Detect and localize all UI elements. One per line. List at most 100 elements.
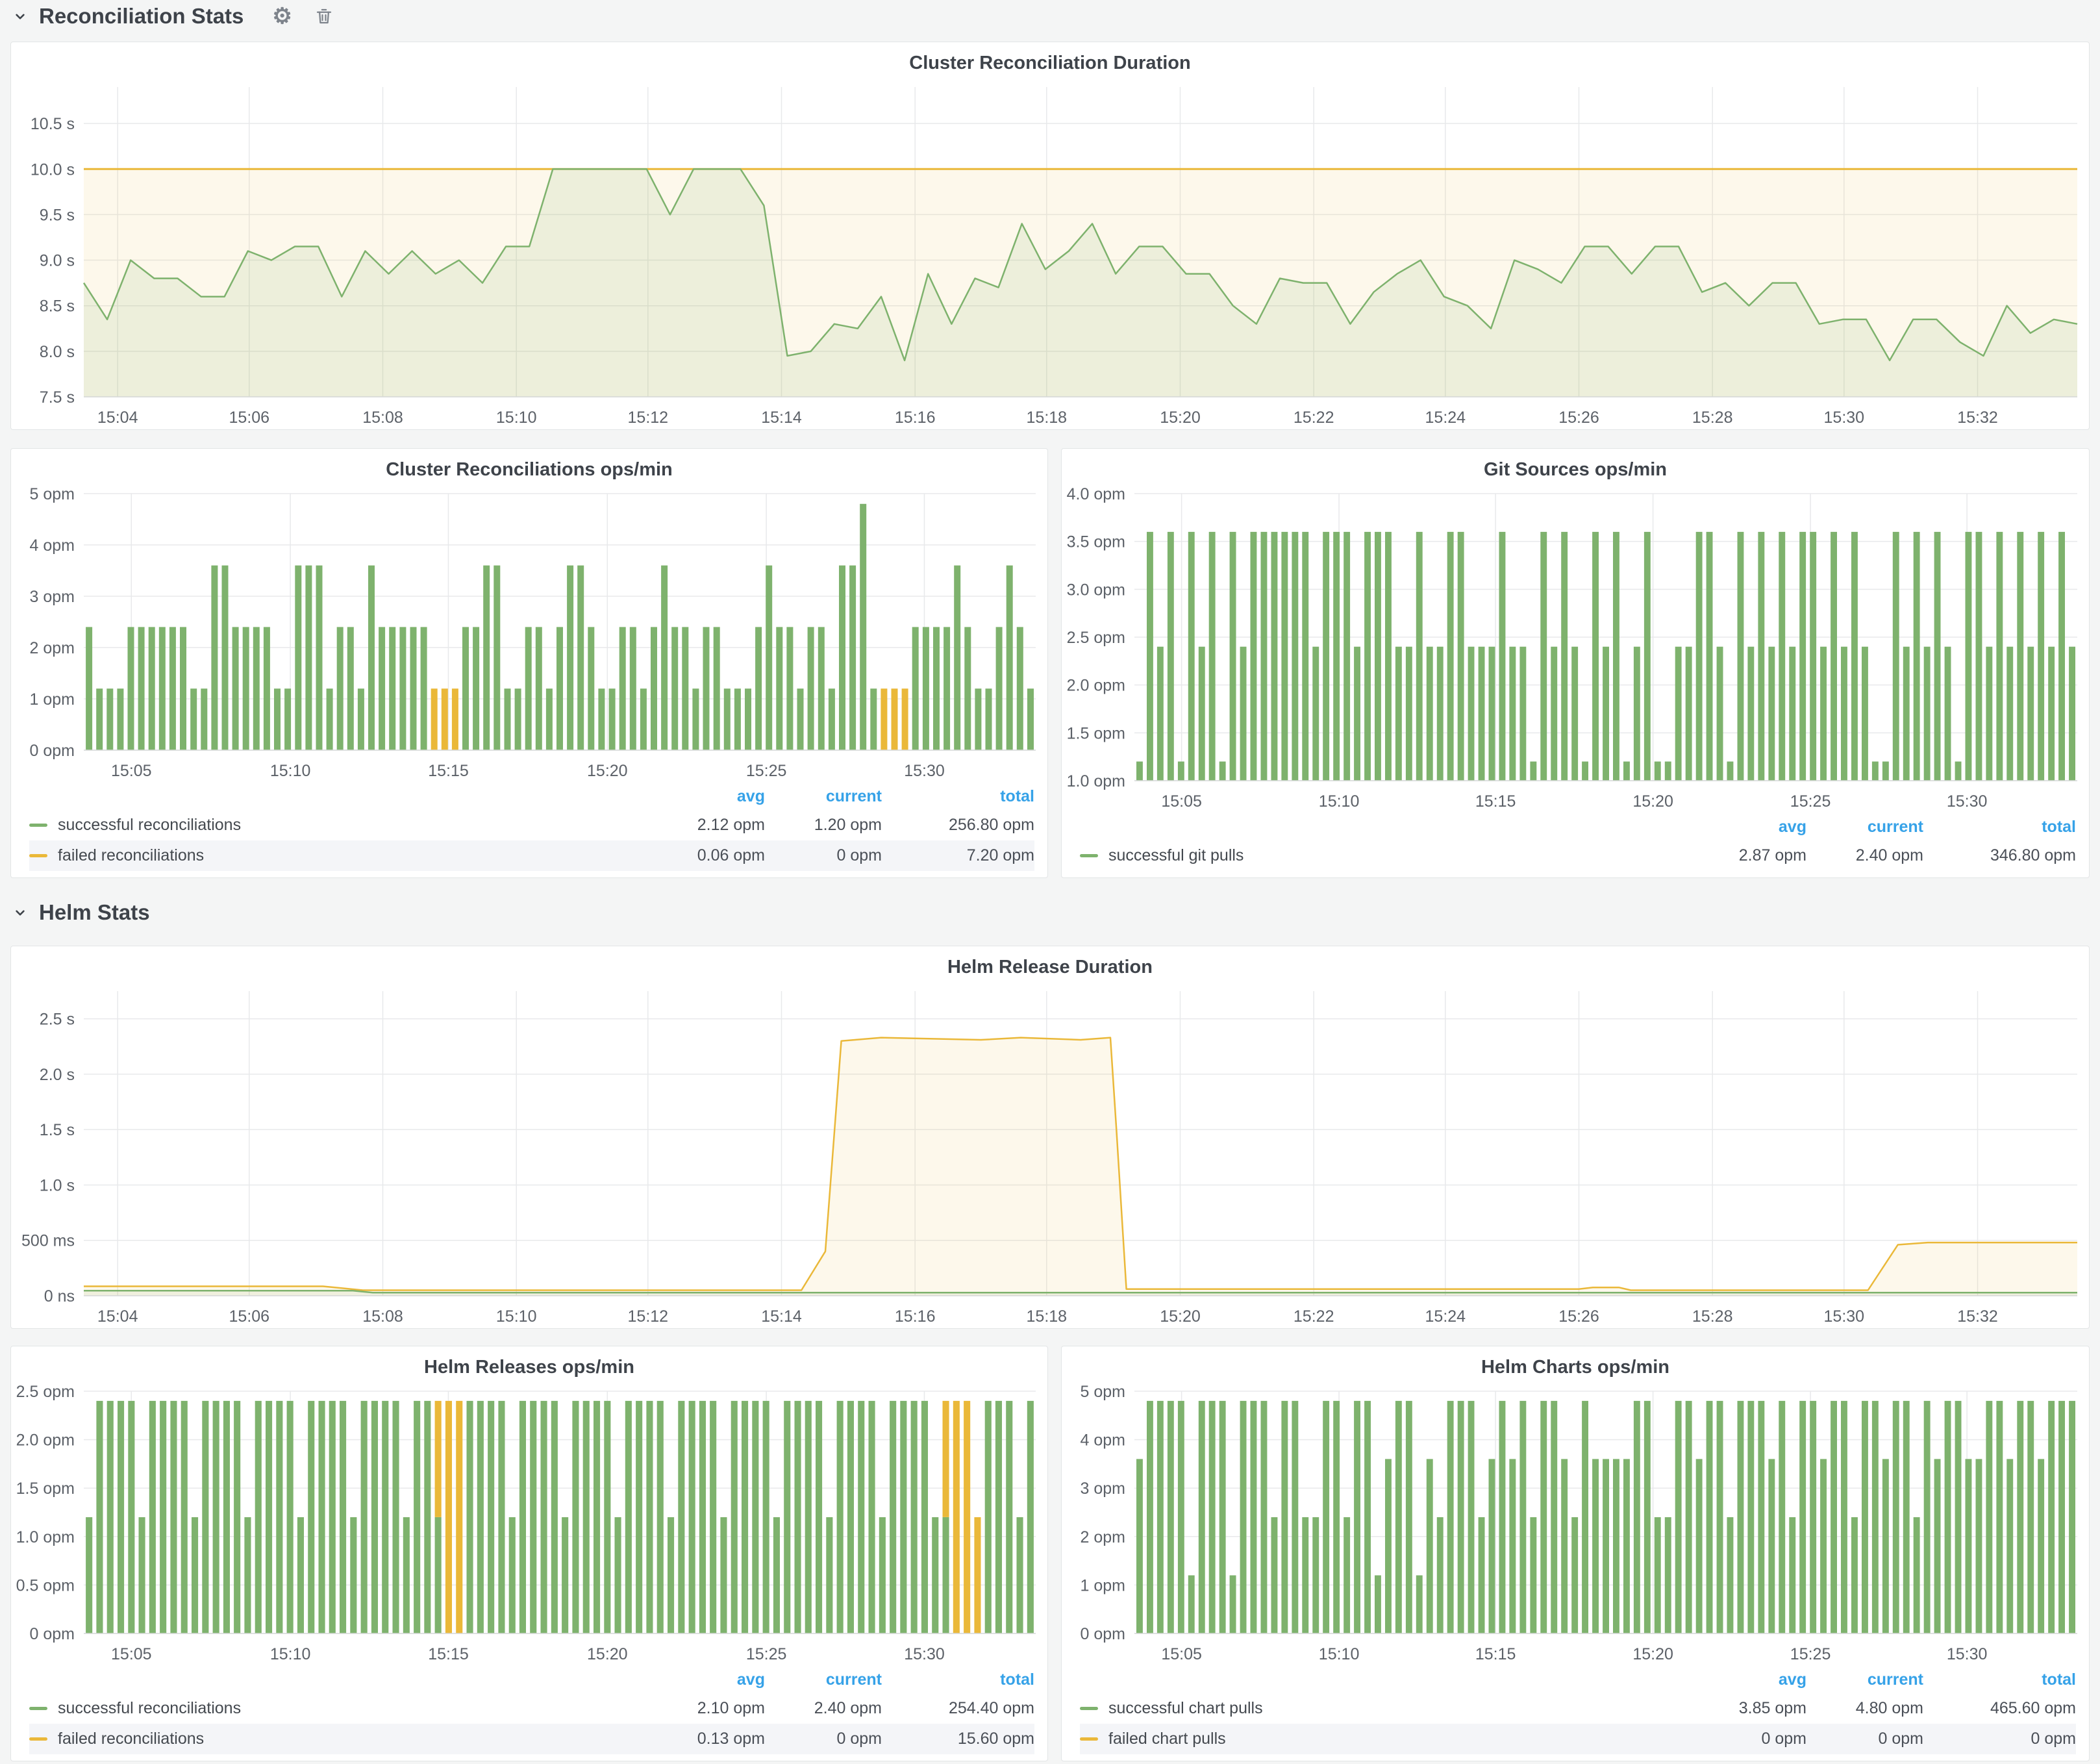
- legend-row: successful git pulls 2.87 opm 2.40 opm 346.…: [1080, 840, 2076, 871]
- legend-total-value: 254.40 opm: [948, 1699, 1034, 1717]
- legend-sort-avg[interactable]: avg: [1778, 1670, 1806, 1689]
- svg-text:15:06: 15:06: [229, 1307, 270, 1326]
- legend-sort-avg[interactable]: avg: [1778, 817, 1806, 836]
- svg-text:15:14: 15:14: [761, 409, 802, 427]
- legend-total-value: 465.60 opm: [1990, 1699, 2076, 1717]
- panel-title[interactable]: Cluster Reconciliations ops/min: [386, 459, 673, 480]
- legend-series-label[interactable]: successful chart pulls: [1080, 1699, 1690, 1718]
- legend-current-value: 0 opm: [836, 846, 882, 864]
- legend-sort-current[interactable]: current: [1867, 817, 1923, 836]
- collapse-chevron-icon[interactable]: [12, 8, 29, 25]
- legend-sort-total[interactable]: total: [1000, 787, 1034, 805]
- legend-series-label[interactable]: successful reconciliations: [29, 816, 648, 835]
- svg-text:0 opm: 0 opm: [30, 1625, 75, 1643]
- svg-text:10.5 s: 10.5 s: [31, 115, 75, 133]
- panel-helm-releases: Helm Releases ops/min 0 opm 0.5 opm 1.0 op…: [10, 1346, 1048, 1761]
- legend-series-label[interactable]: successful reconciliations: [29, 1699, 648, 1718]
- svg-text:8.0 s: 8.0 s: [40, 343, 75, 361]
- trash-icon[interactable]: [314, 6, 334, 26]
- helm-charts-chart[interactable]: 0 opm 1 opm 2 opm 3 opm 4 opm 5 opm 15:05 15:10…: [1062, 1380, 2089, 1666]
- series-color-dash: [1080, 854, 1098, 857]
- helm-releases-plot[interactable]: 0 opm 0.5 opm 1.0 opm 1.5 opm 2.0 opm 2.5 opm…: [11, 1380, 1047, 1666]
- legend-current-value: 4.80 opm: [1855, 1699, 1923, 1717]
- legend-series-label[interactable]: successful git pulls: [1080, 846, 1690, 865]
- svg-text:15:20: 15:20: [1160, 1307, 1201, 1326]
- legend-sort-current[interactable]: current: [825, 787, 882, 805]
- legend-sort-total[interactable]: total: [2042, 1670, 2076, 1689]
- git-sources-chart[interactable]: 1.0 opm 1.5 opm 2.0 opm 2.5 opm 3.0 opm 3.5 o…: [1062, 482, 2089, 813]
- svg-text:15:16: 15:16: [895, 1307, 936, 1326]
- legend-helm-releases: avg current total successful reconciliation…: [11, 1666, 1047, 1761]
- svg-text:15:30: 15:30: [1947, 1645, 1988, 1663]
- panel-title[interactable]: Git Sources ops/min: [1484, 459, 1667, 480]
- legend-sort-avg[interactable]: avg: [736, 787, 765, 805]
- svg-text:15:25: 15:25: [1790, 1645, 1831, 1663]
- legend-sort-current[interactable]: current: [1867, 1670, 1923, 1689]
- section-title[interactable]: Helm Stats: [39, 900, 150, 924]
- helm-charts-plot[interactable]: 0 opm 1 opm 2 opm 3 opm 4 opm 5 opm 15:05 15:10…: [1062, 1380, 2089, 1666]
- svg-text:15:20: 15:20: [1632, 792, 1673, 811]
- svg-text:0 opm: 0 opm: [1081, 1625, 1125, 1643]
- legend-avg-value: 0 opm: [1761, 1730, 1806, 1748]
- legend-avg-value: 0.06 opm: [697, 846, 765, 864]
- svg-text:8.5 s: 8.5 s: [40, 297, 75, 316]
- legend-current-value: 2.40 opm: [1855, 846, 1923, 864]
- legend-sort-avg[interactable]: avg: [736, 1670, 765, 1689]
- panel-cluster-reconciliations: Cluster Reconciliations ops/min 0 opm 1 o…: [10, 448, 1048, 878]
- panel-title[interactable]: Helm Release Duration: [947, 957, 1153, 977]
- svg-text:15:25: 15:25: [1790, 792, 1831, 811]
- svg-text:15:25: 15:25: [746, 1645, 787, 1663]
- helm-releases-chart[interactable]: 0 opm 0.5 opm 1.0 opm 1.5 opm 2.0 opm 2.5 opm…: [11, 1380, 1047, 1666]
- legend-current-value: 0 opm: [836, 1730, 882, 1748]
- svg-text:15:05: 15:05: [111, 762, 152, 780]
- legend-avg-value: 3.85 opm: [1738, 1699, 1806, 1717]
- cluster-reconciliations-chart[interactable]: 0 opm 1 opm 2 opm 3 opm 4 opm 5 opm 15:05 15:10…: [11, 482, 1047, 783]
- git-sources-plot[interactable]: 1.0 opm 1.5 opm 2.0 opm 2.5 opm 3.0 opm 3.5 o…: [1062, 482, 2089, 813]
- svg-text:15:30: 15:30: [1947, 792, 1988, 811]
- legend-total-value: 7.20 opm: [966, 846, 1034, 864]
- svg-text:15:22: 15:22: [1294, 409, 1334, 427]
- legend-series-label[interactable]: failed reconciliations: [29, 1730, 648, 1748]
- svg-text:15:26: 15:26: [1558, 409, 1599, 427]
- svg-text:15:16: 15:16: [895, 409, 936, 427]
- svg-text:3 opm: 3 opm: [30, 588, 75, 606]
- panel-title[interactable]: Cluster Reconciliation Duration: [909, 53, 1191, 73]
- legend-git-sources: avg current total successful git pulls 2.87 …: [1062, 813, 2089, 877]
- legend-avg-value: 2.10 opm: [697, 1699, 765, 1717]
- helm-duration-plot[interactable]: 0 ns 500 ms 1.0 s 1.5 s 2.0 s 2.5 s 15:04 15:06…: [11, 979, 2089, 1328]
- legend-header-row: avg current total: [29, 783, 1034, 810]
- svg-text:15:05: 15:05: [1161, 1645, 1202, 1663]
- legend-series-label[interactable]: failed reconciliations: [29, 846, 648, 865]
- svg-text:2.5 opm: 2.5 opm: [1067, 629, 1125, 647]
- section-helm-stats: Helm Stats: [12, 900, 150, 925]
- cluster-duration-chart[interactable]: 7.5 s 8.0 s 8.5 s 9.0 s 9.5 s 10.0 s 10.5 s 15:…: [11, 75, 2089, 429]
- legend-sort-total[interactable]: total: [1000, 1670, 1034, 1689]
- svg-text:15:15: 15:15: [1475, 1645, 1516, 1663]
- svg-text:15:10: 15:10: [270, 762, 311, 780]
- panel-title[interactable]: Helm Releases ops/min: [424, 1357, 634, 1378]
- helm-duration-chart[interactable]: 0 ns 500 ms 1.0 s 1.5 s 2.0 s 2.5 s 15:04 15:06…: [11, 979, 2089, 1328]
- svg-text:2 opm: 2 opm: [30, 639, 75, 657]
- legend-sort-current[interactable]: current: [825, 1670, 882, 1689]
- svg-text:15:04: 15:04: [97, 1307, 138, 1326]
- svg-text:2.5 opm: 2.5 opm: [16, 1383, 75, 1401]
- svg-text:15:18: 15:18: [1027, 1307, 1068, 1326]
- cluster-duration-plot[interactable]: 7.5 s 8.0 s 8.5 s 9.0 s 9.5 s 10.0 s 10.5 s 15:…: [11, 75, 2089, 429]
- section-title[interactable]: Reconciliation Stats: [39, 4, 244, 28]
- legend-row: failed chart pulls 0 opm 0 opm 0 opm: [1080, 1724, 2076, 1754]
- collapse-chevron-icon[interactable]: [12, 904, 29, 921]
- svg-text:15:05: 15:05: [111, 1645, 152, 1663]
- svg-text:0 opm: 0 opm: [30, 742, 75, 760]
- legend-current-value: 0 opm: [1878, 1730, 1923, 1748]
- svg-text:4 opm: 4 opm: [30, 536, 75, 555]
- panel-title[interactable]: Helm Charts ops/min: [1481, 1357, 1670, 1378]
- legend-series-label[interactable]: failed chart pulls: [1080, 1730, 1690, 1748]
- svg-text:15:08: 15:08: [362, 409, 403, 427]
- cluster-reconciliations-plot[interactable]: 0 opm 1 opm 2 opm 3 opm 4 opm 5 opm 15:05 15:10…: [11, 482, 1047, 783]
- legend-sort-total[interactable]: total: [2042, 817, 2076, 836]
- gear-icon[interactable]: ⚙: [272, 4, 292, 29]
- svg-text:1 opm: 1 opm: [1081, 1576, 1125, 1594]
- svg-text:2.0 opm: 2.0 opm: [1067, 677, 1125, 695]
- svg-text:15:15: 15:15: [428, 762, 469, 780]
- series-color-dash: [1080, 1707, 1098, 1710]
